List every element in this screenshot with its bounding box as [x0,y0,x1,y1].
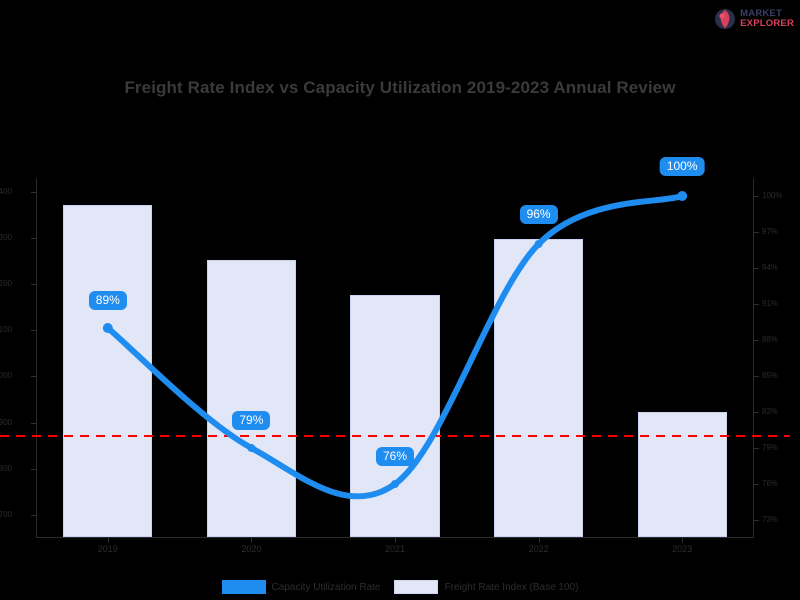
left-tick-mark [31,422,36,424]
data-label-2021: 76% [375,447,415,466]
x-axis-label: 2023 [672,544,693,554]
left-tick-label: 1200 [0,279,12,289]
left-axis-line [36,178,37,538]
right-tick-label: 88% [762,335,779,344]
right-tick-mark [754,484,759,485]
right-tick-mark [754,520,759,521]
data-label-2019: 89% [88,291,127,310]
left-tick-label: 700 [0,509,12,519]
x-axis-label: 2022 [528,544,549,554]
logo-wordmark: MARKET EXPLORER [740,9,794,29]
right-tick-label: 79% [762,443,779,452]
right-tick-label: 82% [762,407,779,416]
bar-2023[interactable] [637,412,727,537]
right-tick-mark [754,304,759,305]
data-label-2020: 79% [232,411,271,430]
x-tick-mark [538,538,540,543]
left-tick-mark [31,284,36,286]
left-tick-mark [31,376,36,378]
x-axis-label: 2021 [384,544,406,554]
x-axis-label: 2019 [97,544,118,554]
right-tick-label: 76% [762,479,779,488]
right-tick-label: 85% [762,371,779,380]
right-tick-mark [754,232,759,233]
right-tick-mark [754,412,759,413]
legend-label-line: Capacity Utilization Rate [271,581,381,593]
chart-legend: Capacity Utilization Rate Freight Rate I… [0,580,800,594]
x-tick-mark [251,538,253,543]
legend-item-bar[interactable]: Freight Rate Index (Base 100) [394,580,578,594]
legend-swatch-line-icon [221,580,266,594]
left-tick-label: 1100 [0,325,12,335]
right-tick-mark [754,340,759,341]
left-tick-mark [31,238,36,239]
chart-title: Freight Rate Index vs Capacity Utilizati… [124,78,676,97]
logo-line-2: EXPLORER [740,18,794,29]
x-tick-mark [395,538,396,543]
left-tick-mark [31,514,36,516]
brand-logo: MARKET EXPLORER [714,4,794,34]
right-tick-label: 91% [762,299,779,308]
left-tick-mark [31,468,36,470]
right-tick-mark [754,376,759,377]
right-axis-line [753,178,754,538]
right-tick-label: 97% [762,227,779,236]
logo-globe-icon [714,8,736,30]
left-tick-label: 900 [0,417,12,427]
legend-item-line[interactable]: Capacity Utilization Rate [221,580,381,594]
logo-line-1: MARKET [740,8,782,20]
left-tick-mark [31,330,36,332]
bar-2020[interactable] [206,260,296,537]
data-label-2023: 100% [659,157,705,176]
bar-2021[interactable] [350,294,440,537]
right-tick-mark [754,448,759,449]
bar-2019[interactable] [63,204,153,537]
left-tick-label: 1400 [0,186,12,196]
bottom-axis-line [36,537,754,538]
legend-swatch-bar-icon [394,580,439,594]
right-tick-label: 73% [762,515,779,524]
right-tick-label: 94% [762,263,779,272]
right-tick-mark [754,196,759,197]
x-axis-label: 2020 [241,544,262,554]
line-point-2023[interactable] [677,191,688,201]
left-tick-label: 800 [0,463,12,473]
legend-label-bar: Freight Rate Index (Base 100) [444,581,579,593]
x-tick-mark [682,538,684,543]
left-tick-mark [31,191,36,193]
right-tick-mark [754,268,759,269]
right-tick-label: 100% [762,191,783,200]
left-tick-label: 1300 [0,233,12,242]
data-label-2022: 96% [519,205,558,224]
x-tick-mark [107,538,109,543]
bar-2022[interactable] [494,239,584,537]
